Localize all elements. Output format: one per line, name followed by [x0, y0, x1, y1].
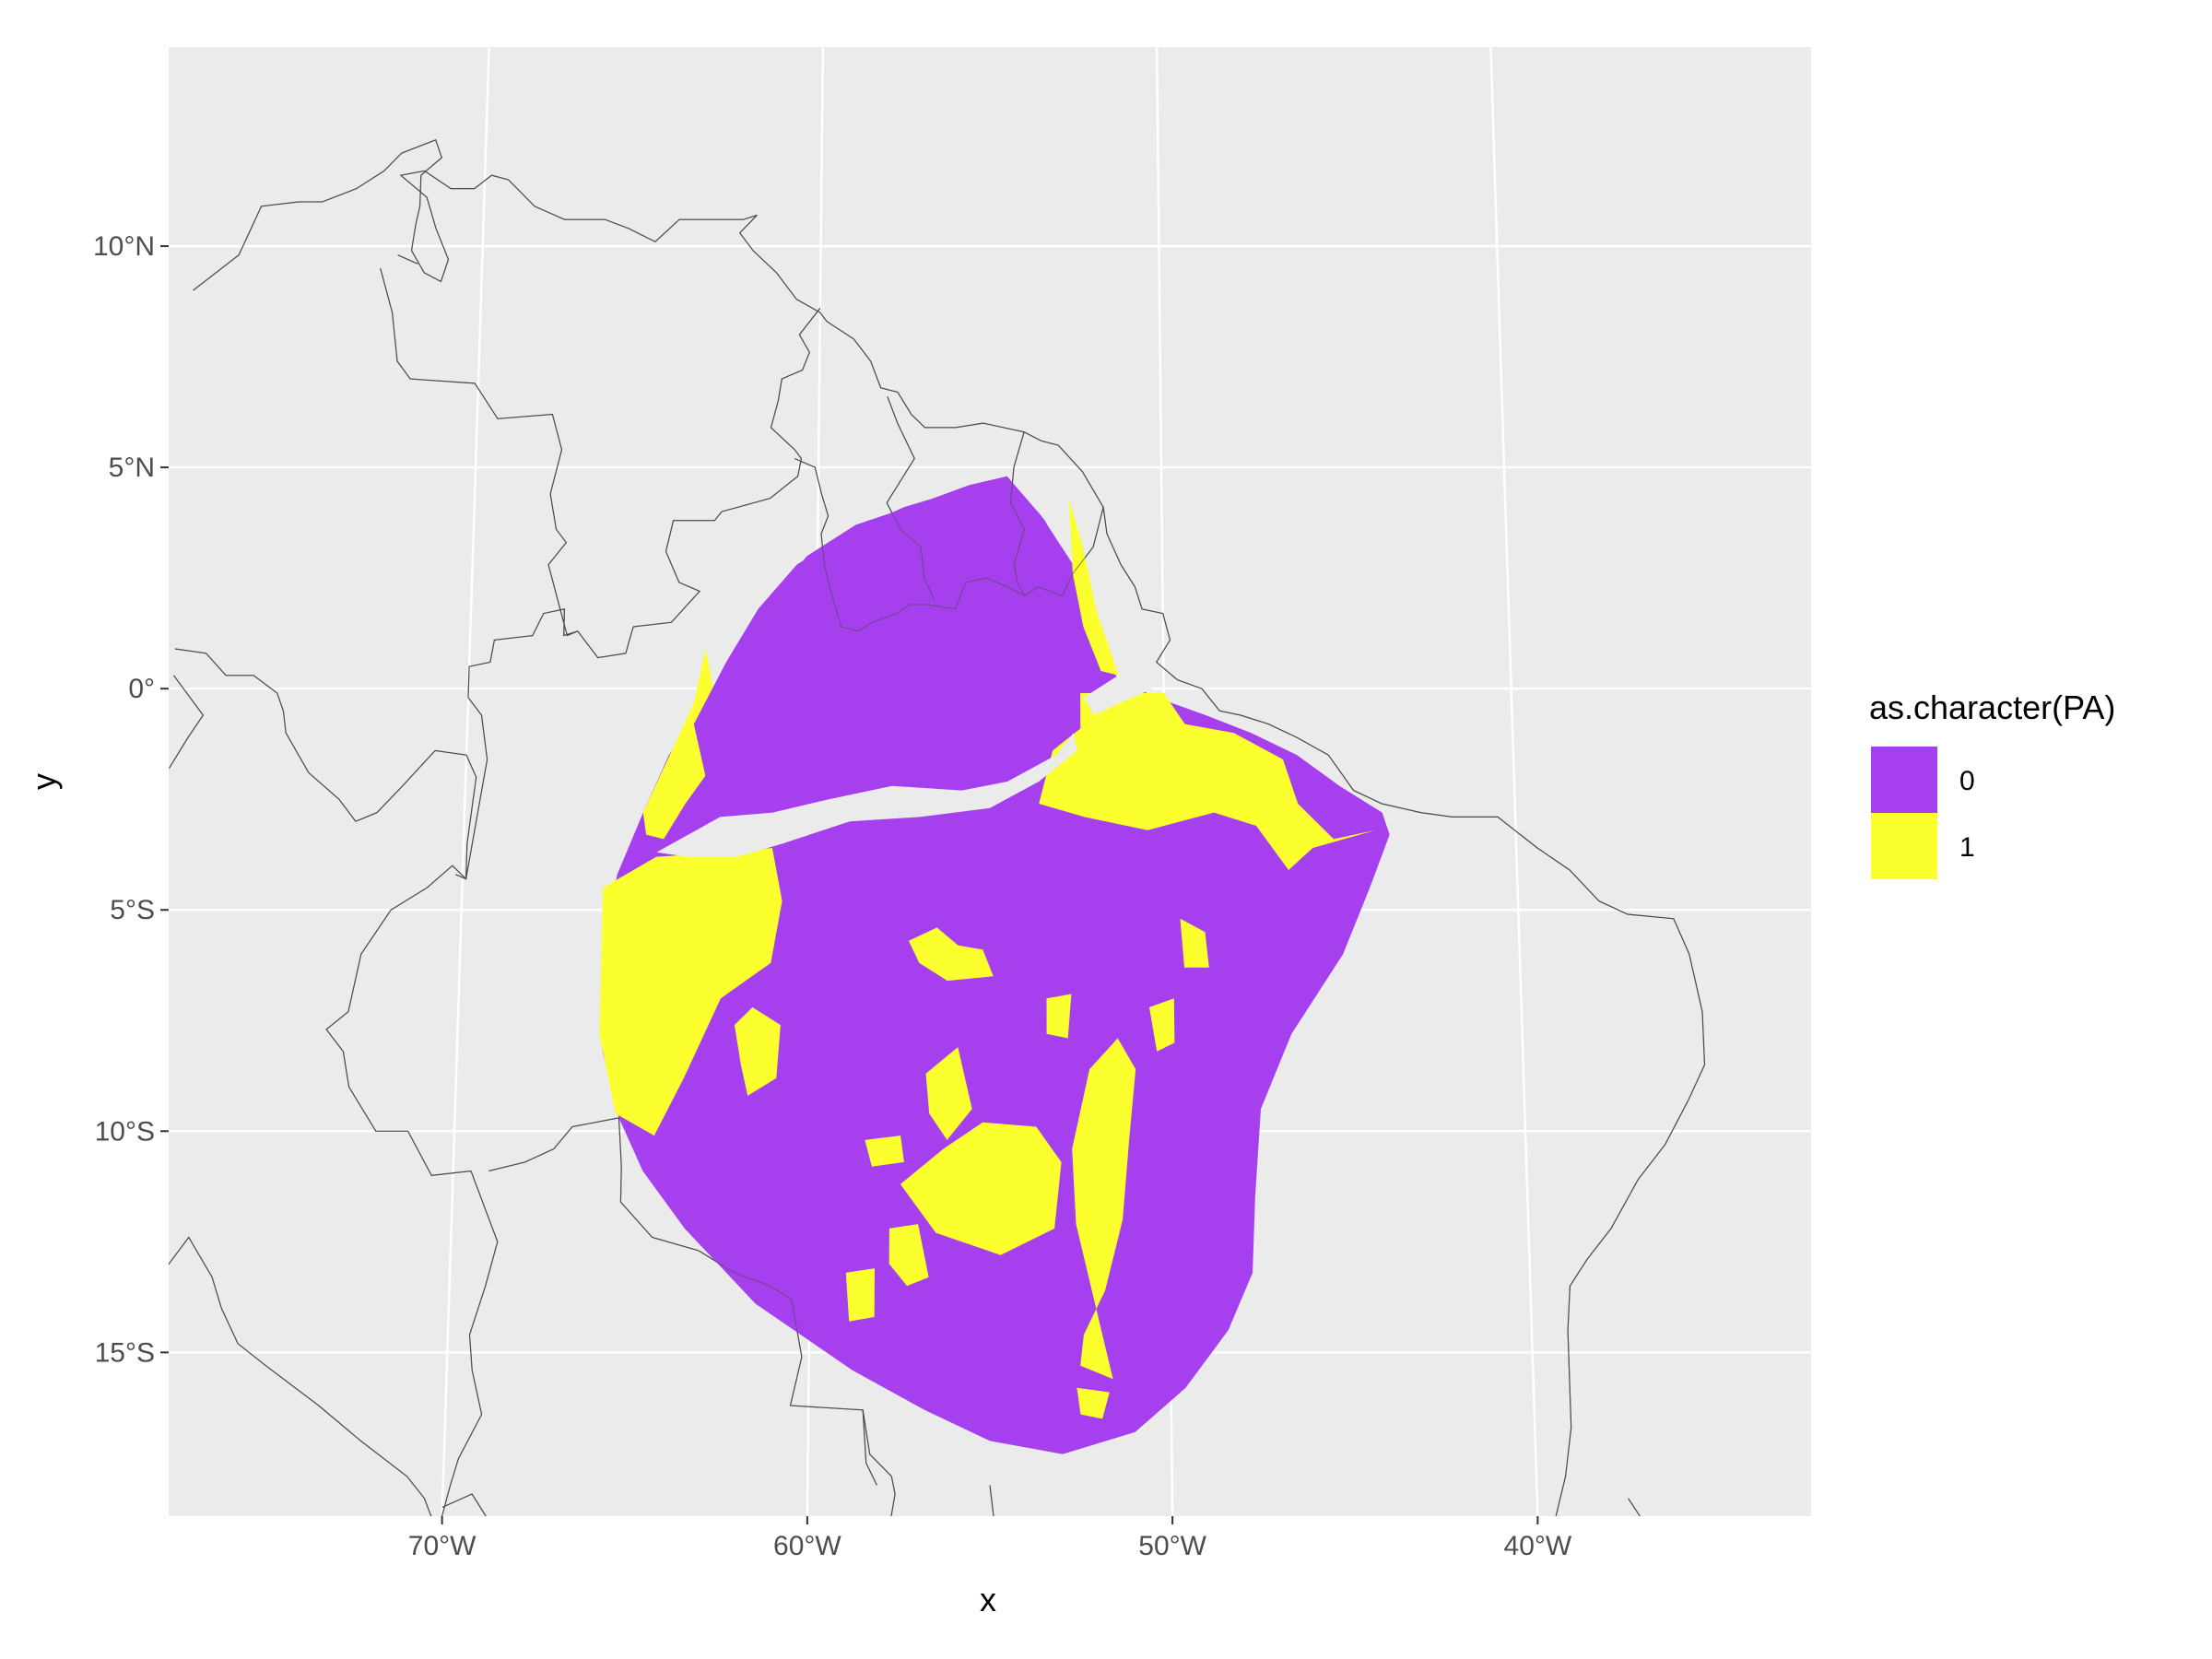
presence-patch	[1039, 693, 1376, 870]
border-overlay	[169, 139, 1706, 1516]
y-tick-label: 10°N	[93, 231, 155, 262]
presence-patch	[845, 1268, 875, 1322]
legend-key-1	[1871, 813, 1937, 879]
presence-patch	[642, 649, 719, 840]
presence-patch	[1068, 498, 1119, 676]
presence-patch	[1077, 1387, 1110, 1419]
nodata-gap	[656, 733, 1077, 857]
presence-patch	[1046, 994, 1072, 1039]
legend: as.character(PA) 0 1	[1869, 688, 2115, 879]
presence-patch	[1072, 1038, 1136, 1380]
legend-key-0	[1871, 747, 1937, 813]
border-overlay-line	[441, 1493, 487, 1516]
y-tick-label: 5°N	[109, 453, 155, 483]
presence-patch	[888, 1224, 929, 1287]
border-overlay-line	[397, 254, 418, 265]
presence-patch	[865, 1135, 904, 1167]
border-overlay-line	[989, 1485, 994, 1516]
border-overlay-line	[886, 396, 935, 601]
border-overlay-line	[169, 675, 205, 769]
x-tick-label: 40°W	[1504, 1531, 1572, 1561]
border-overlay-line	[794, 458, 1104, 632]
legend-label-1: 1	[1959, 832, 1975, 863]
presence-patch	[908, 927, 994, 982]
border-overlay-line	[174, 648, 499, 1516]
x-axis: 70°W 60°W 50°W 40°W	[408, 1516, 1572, 1561]
y-axis: 10°N 5°N 0° 5°S 10°S 15°S	[93, 231, 169, 1368]
border-overlay-line	[193, 139, 1706, 1516]
presence-patch	[900, 1122, 1062, 1255]
border-overlay-line	[380, 267, 821, 659]
y-tick-label: 15°S	[95, 1337, 155, 1368]
border-overlay-line	[862, 1409, 877, 1486]
y-tick-label: 5°S	[110, 895, 155, 925]
presence-patch	[925, 1047, 972, 1140]
legend-title: as.character(PA)	[1869, 688, 2115, 726]
border-overlay-line	[1628, 1498, 1641, 1516]
y-tick-label: 10°S	[95, 1116, 155, 1147]
legend-label-0: 0	[1959, 766, 1975, 796]
x-tick-label: 70°W	[408, 1531, 477, 1561]
presence-patch	[1149, 998, 1175, 1052]
y-axis-title: y	[25, 773, 63, 790]
gridline-lon	[441, 47, 490, 1516]
y-tick-label: 0°	[128, 674, 155, 704]
pa-raster	[599, 476, 1390, 1454]
border-overlay-line	[1009, 431, 1025, 596]
border-overlay-line	[169, 1236, 432, 1516]
x-tick-label: 50°W	[1138, 1531, 1206, 1561]
x-tick-label: 60°W	[773, 1531, 841, 1561]
nodata-gap	[1083, 675, 1154, 715]
border-overlay-line	[455, 608, 578, 880]
absence-area-north	[693, 476, 1077, 818]
presence-patch	[1180, 918, 1209, 968]
border-overlay-line	[488, 1117, 896, 1516]
gridline-lon	[1489, 47, 1539, 1516]
presence-patch	[599, 848, 782, 1136]
x-axis-title: x	[980, 1581, 996, 1618]
presence-patch	[734, 1006, 781, 1096]
